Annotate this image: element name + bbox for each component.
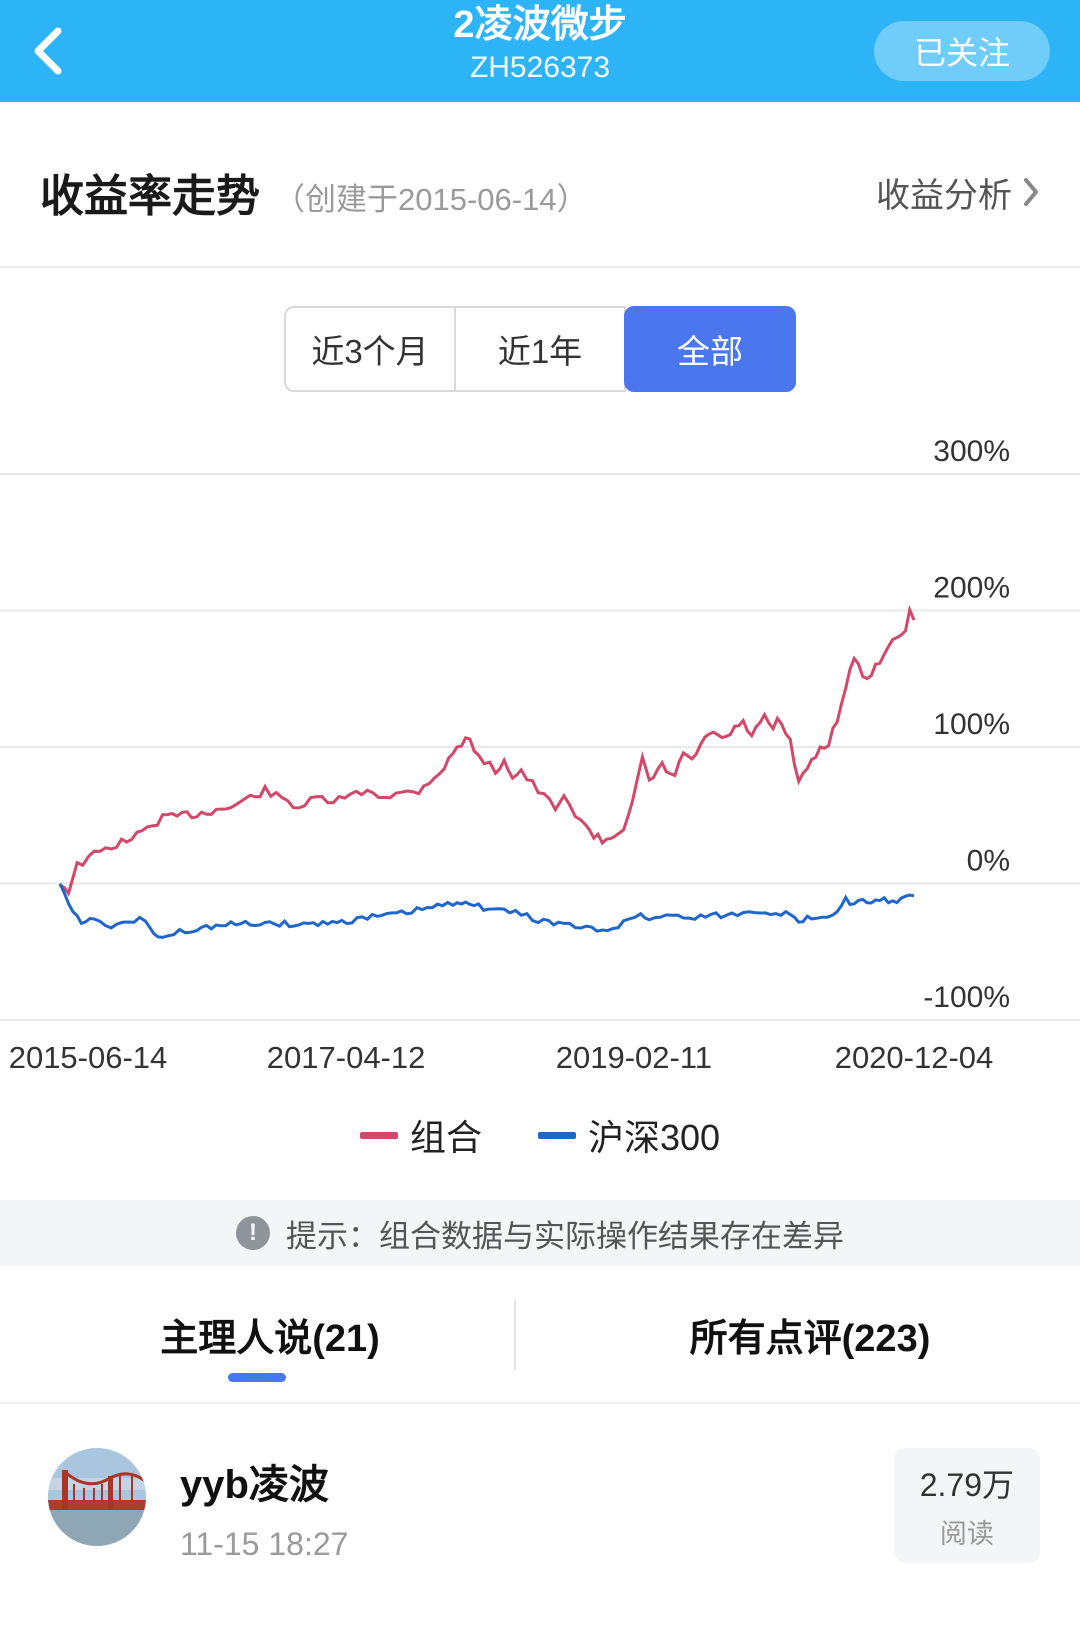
- y-axis-label: 100%: [933, 708, 1010, 741]
- profit-analysis-label: 收益分析: [876, 176, 1012, 215]
- y-axis-label: -100%: [923, 981, 1010, 1014]
- series-line-组合: [59, 604, 916, 897]
- active-tab-underline: [228, 1373, 286, 1382]
- disclaimer-bar: ! 提示：组合数据与实际操作结果存在差异: [0, 1200, 1080, 1266]
- post-main: yyb凌波 11-15 18:27: [180, 1448, 348, 1563]
- followed-button[interactable]: 已关注: [874, 21, 1050, 81]
- disclaimer-text: 提示：组合数据与实际操作结果存在差异: [286, 1218, 844, 1254]
- legend-item-portfolio: 组合: [359, 1109, 482, 1161]
- header-title-block: 2凌波微步 ZH526373: [453, 2, 626, 88]
- post-item[interactable]: yyb凌波 11-15 18:27 2.79万 阅读: [0, 1404, 1080, 1563]
- tab-divider: [514, 1300, 516, 1370]
- y-axis-label: 300%: [933, 435, 1010, 468]
- tab-manager-says[interactable]: 主理人说(21): [160, 1317, 380, 1360]
- back-icon[interactable]: [30, 21, 90, 81]
- hs300-line-swatch: [537, 1131, 576, 1139]
- post-author[interactable]: yyb凌波: [180, 1463, 329, 1507]
- x-axis-label: 2019-02-11: [555, 1040, 713, 1075]
- x-axis-label: 2017-04-12: [266, 1040, 426, 1075]
- tab-3-months[interactable]: 近3个月: [284, 306, 456, 392]
- section-header: 收益率走势 （创建于2015-06-14） 收益分析: [0, 102, 1080, 268]
- series-line-沪深300: [58, 883, 915, 939]
- read-count: 2.79万: [919, 1467, 1014, 1503]
- chart-legend: 组合 沪深300: [0, 1110, 1080, 1160]
- avatar[interactable]: [48, 1448, 146, 1546]
- range-tab-group: 近3个月 近1年 全部: [284, 306, 796, 392]
- performance-chart: 300% 200% 100% 0% -100% 2015-06-14 2017-04-12…: [0, 428, 1080, 1088]
- post-timestamp: 11-15 18:27: [180, 1526, 349, 1562]
- x-axis-label: 2020-12-04: [834, 1040, 994, 1075]
- portfolio-line-swatch: [359, 1131, 398, 1139]
- chart-canvas: 300% 200% 100% 0% -100%: [0, 435, 1080, 1021]
- tab-all-comments[interactable]: 所有点评(223): [689, 1317, 931, 1360]
- y-axis-label: 0%: [967, 845, 1010, 878]
- tab-all[interactable]: 全部: [624, 306, 796, 392]
- profit-analysis-link[interactable]: 收益分析: [876, 168, 1040, 217]
- chevron-right-icon: [1024, 178, 1038, 206]
- legend-item-hs300: 沪深300: [537, 1109, 721, 1161]
- app-header: 2凌波微步 ZH526373 已关注: [0, 0, 1080, 102]
- x-axis-labels: 2015-06-14 2017-04-12 2019-02-11 2020-12-04: [0, 1040, 1080, 1088]
- tab-1-year[interactable]: 近1年: [454, 306, 626, 392]
- hs300-legend-label: 沪深300: [587, 1117, 721, 1158]
- page-title: 2凌波微步: [453, 4, 627, 46]
- section-title: 收益率走势: [40, 172, 260, 221]
- y-axis-label: 200%: [933, 572, 1010, 605]
- comment-tab-bar: 主理人说(21) 所有点评(223): [0, 1266, 1080, 1404]
- x-axis-label: 2015-06-14: [8, 1040, 168, 1075]
- info-icon: !: [236, 1216, 270, 1250]
- read-label: 阅读: [939, 1519, 994, 1549]
- created-date: （创建于2015-06-14）: [274, 181, 588, 217]
- portfolio-legend-label: 组合: [409, 1117, 482, 1158]
- portfolio-code: ZH526373: [469, 51, 611, 84]
- read-count-badge: 2.79万 阅读: [893, 1448, 1040, 1563]
